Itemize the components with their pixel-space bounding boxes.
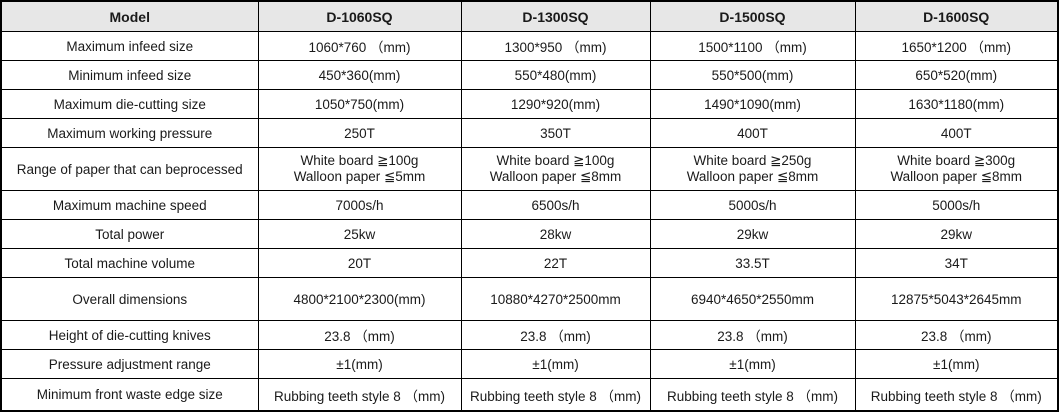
cell-value: 1500*1100 （mm) (649, 31, 856, 61)
cell-value: 5000s/h (649, 190, 856, 220)
header-cell-model: Model (0, 0, 259, 32)
row-label: Minimum front waste edge size (0, 378, 259, 412)
cell-value: 28kw (460, 219, 651, 249)
cell-value: 1650*1200 （mm) (854, 31, 1059, 61)
row-label: Total power (0, 219, 259, 249)
cell-value: 23.8 （mm) (854, 320, 1059, 350)
table-row-total-power: Total power 25kw 28kw 29kw 29kw (0, 219, 1059, 249)
cell-value: 33.5T (649, 248, 856, 278)
cell-value: 1490*1090(mm) (649, 89, 856, 119)
cell-value: 250T (257, 118, 462, 148)
cell-value: 5000s/h (854, 190, 1059, 220)
cell-value: 1290*920(mm) (460, 89, 651, 119)
table-row-pressure-adjustment-range: Pressure adjustment range ±1(mm) ±1(mm) … (0, 349, 1059, 379)
cell-value: 1050*750(mm) (257, 89, 462, 119)
cell-value: 6500s/h (460, 190, 651, 220)
table-row-knife-height: Height of die-cutting knives 23.8 （mm) 2… (0, 320, 1059, 350)
cell-value: 12875*5043*2645mm (854, 277, 1059, 321)
cell-value: White board ≧250g Walloon paper ≦8mm (649, 147, 856, 191)
cell-value: White board ≧100g Walloon paper ≦5mm (257, 147, 462, 191)
table-row-paper-range: Range of paper that can beprocessed Whit… (0, 147, 1059, 191)
cell-value: 400T (854, 118, 1059, 148)
cell-value: 29kw (854, 219, 1059, 249)
cell-value: 23.8 （mm) (257, 320, 462, 350)
cell-value: 25kw (257, 219, 462, 249)
cell-value: Rubbing teeth style 8 （mm) (649, 378, 856, 412)
table-row-max-machine-speed: Maximum machine speed 7000s/h 6500s/h 50… (0, 190, 1059, 220)
cell-value: ±1(mm) (854, 349, 1059, 379)
row-label: Maximum machine speed (0, 190, 259, 220)
cell-value: 550*500(mm) (649, 60, 856, 90)
cell-value: 6940*4650*2550mm (649, 277, 856, 321)
header-cell-d1500sq: D-1500SQ (649, 0, 856, 32)
cell-value: Rubbing teeth style 8 （mm) (854, 378, 1059, 412)
cell-value: 650*520(mm) (854, 60, 1059, 90)
cell-value: 29kw (649, 219, 856, 249)
cell-value: 400T (649, 118, 856, 148)
table-row-max-die-cutting-size: Maximum die-cutting size 1050*750(mm) 12… (0, 89, 1059, 119)
row-label: Maximum die-cutting size (0, 89, 259, 119)
table-row-min-infeed-size: Minimum infeed size 450*360(mm) 550*480(… (0, 60, 1059, 90)
cell-value: White board ≧100g Walloon paper ≦8mm (460, 147, 651, 191)
row-label: Total machine volume (0, 248, 259, 278)
cell-value: 22T (460, 248, 651, 278)
cell-value: 10880*4270*2500mm (460, 277, 651, 321)
cell-value: Rubbing teeth style 8 （mm) (460, 378, 651, 412)
row-label: Maximum infeed size (0, 31, 259, 61)
cell-value: 4800*2100*2300(mm) (257, 277, 462, 321)
table-row-max-working-pressure: Maximum working pressure 250T 350T 400T … (0, 118, 1059, 148)
row-label: Maximum working pressure (0, 118, 259, 148)
cell-value: 34T (854, 248, 1059, 278)
row-label: Pressure adjustment range (0, 349, 259, 379)
cell-value: White board ≧300g Walloon paper ≦8mm (854, 147, 1059, 191)
header-cell-d1300sq: D-1300SQ (460, 0, 651, 32)
table-row-max-infeed-size: Maximum infeed size 1060*760 （mm) 1300*9… (0, 31, 1059, 61)
row-label: Height of die-cutting knives (0, 320, 259, 350)
row-label: Minimum infeed size (0, 60, 259, 90)
cell-value: 20T (257, 248, 462, 278)
cell-value: 7000s/h (257, 190, 462, 220)
table-header-row: Model D-1060SQ D-1300SQ D-1500SQ D-1600S… (0, 0, 1059, 32)
cell-value: 550*480(mm) (460, 60, 651, 90)
table-row-total-machine-volume: Total machine volume 20T 22T 33.5T 34T (0, 248, 1059, 278)
cell-value: ±1(mm) (460, 349, 651, 379)
header-cell-d1060sq: D-1060SQ (257, 0, 462, 32)
header-cell-d1600sq: D-1600SQ (854, 0, 1059, 32)
cell-value: 1630*1180(mm) (854, 89, 1059, 119)
cell-value: Rubbing teeth style 8 （mm) (257, 378, 462, 412)
table-row-min-front-waste-edge: Minimum front waste edge size Rubbing te… (0, 378, 1059, 412)
cell-value: 1060*760 （mm) (257, 31, 462, 61)
cell-value: ±1(mm) (257, 349, 462, 379)
row-label: Overall dimensions (0, 277, 259, 321)
cell-value: ±1(mm) (649, 349, 856, 379)
cell-value: 350T (460, 118, 651, 148)
cell-value: 1300*950 （mm) (460, 31, 651, 61)
table-row-overall-dimensions: Overall dimensions 4800*2100*2300(mm) 10… (0, 277, 1059, 321)
cell-value: 23.8 （mm) (460, 320, 651, 350)
cell-value: 23.8 （mm) (649, 320, 856, 350)
row-label: Range of paper that can beprocessed (0, 147, 259, 191)
cell-value: 450*360(mm) (257, 60, 462, 90)
